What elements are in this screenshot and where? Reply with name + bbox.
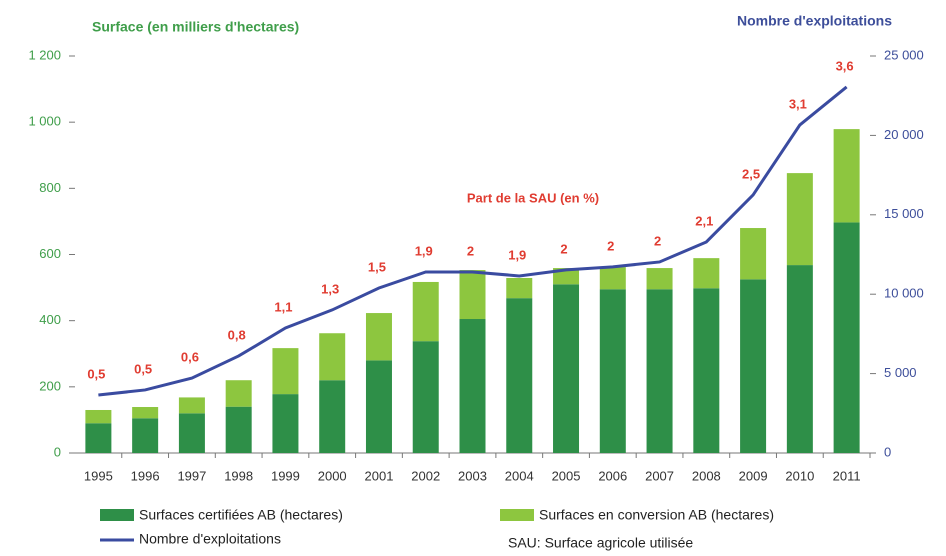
bar <box>786 173 813 266</box>
bar <box>599 289 626 453</box>
y-axis-label: Surface (en milliers d'hectares) <box>92 19 299 35</box>
y2-tick-label: 10 000 <box>884 286 924 301</box>
x-tick-label: 1999 <box>271 468 300 483</box>
legend-swatch <box>500 509 534 521</box>
bar <box>272 394 299 453</box>
bar <box>132 418 159 453</box>
data-label: 0,6 <box>181 349 199 364</box>
data-label: 2 <box>607 238 614 253</box>
bar <box>365 313 392 361</box>
data-label: 1,9 <box>508 247 526 262</box>
bar <box>319 380 346 453</box>
x-tick-label: 1995 <box>84 468 113 483</box>
x-tick-label: 2007 <box>645 468 674 483</box>
bar <box>319 333 346 381</box>
bar <box>740 279 767 453</box>
y-tick-label: 800 <box>39 180 61 195</box>
x-tick-label: 2006 <box>598 468 627 483</box>
x-tick-label: 2002 <box>411 468 440 483</box>
x-tick-label: 2000 <box>318 468 347 483</box>
bar <box>225 380 252 407</box>
bar <box>693 258 720 289</box>
y2-tick-label: 0 <box>884 444 891 459</box>
data-label: 1,9 <box>415 243 433 258</box>
bar <box>225 406 252 453</box>
y-tick-label: 600 <box>39 246 61 261</box>
x-tick-label: 2010 <box>785 468 814 483</box>
x-tick-label: 1997 <box>177 468 206 483</box>
x-tick-label: 1996 <box>131 468 160 483</box>
y2-tick-label: 5 000 <box>884 365 917 380</box>
data-label: 0,8 <box>228 327 246 342</box>
bar <box>646 289 673 453</box>
legend-swatch <box>100 509 134 521</box>
bar <box>365 360 392 453</box>
x-tick-label: 1998 <box>224 468 253 483</box>
bar <box>833 222 860 453</box>
y2-tick-label: 25 000 <box>884 47 924 62</box>
bar <box>178 397 205 414</box>
bar <box>506 298 533 453</box>
y2-tick-label: 20 000 <box>884 127 924 142</box>
y2-tick-label: 15 000 <box>884 206 924 221</box>
data-label: 1,3 <box>321 281 339 296</box>
bar <box>412 341 439 453</box>
data-label: 3,1 <box>789 96 807 111</box>
line <box>98 85 848 397</box>
x-tick-label: 2001 <box>365 468 394 483</box>
data-label: 1,1 <box>274 299 292 314</box>
bar <box>459 270 486 320</box>
x-tick-label: 2011 <box>833 468 861 483</box>
bar <box>459 319 486 453</box>
bar <box>833 129 860 223</box>
data-label: 1,5 <box>368 259 386 274</box>
y-tick-label: 0 <box>54 444 61 459</box>
y-tick-label: 1 000 <box>28 114 61 129</box>
legend-label: Surfaces en conversion AB (hectares) <box>539 507 774 523</box>
x-tick-label: 2009 <box>739 468 768 483</box>
bar <box>132 407 159 419</box>
bar <box>178 413 205 453</box>
data-label: 2 <box>560 241 567 256</box>
legend-label: Surfaces certifiées AB (hectares) <box>139 507 343 523</box>
data-label: 0,5 <box>134 361 152 376</box>
data-label: 0,5 <box>87 366 105 381</box>
x-tick-label: 2003 <box>458 468 487 483</box>
data-label: 2 <box>467 243 474 258</box>
x-tick-label: 2005 <box>552 468 581 483</box>
x-tick-label: 2008 <box>692 468 721 483</box>
data-label: 2,5 <box>742 166 760 181</box>
data-label: 2,1 <box>695 213 713 228</box>
bar <box>272 348 299 395</box>
legend-label: Nombre d'exploitations <box>139 531 281 547</box>
y2-axis-label: Nombre d'exploitations <box>737 13 892 29</box>
bar <box>506 277 533 299</box>
bar <box>412 281 439 342</box>
bar <box>740 228 767 280</box>
x-tick-label: 2004 <box>505 468 534 483</box>
legend: Surfaces certifiées AB (hectares) Surfac… <box>100 507 774 551</box>
y-tick-label: 1 200 <box>28 47 61 62</box>
bar <box>786 265 813 453</box>
bar <box>85 423 112 453</box>
data-label: 3,6 <box>836 58 854 73</box>
y-tick-label: 400 <box>39 312 61 327</box>
bar <box>85 409 112 424</box>
data-label: 2 <box>654 233 661 248</box>
y-tick-label: 200 <box>39 378 61 393</box>
bar <box>599 267 626 290</box>
bar <box>646 268 673 290</box>
annotation: Part de la SAU (en %) <box>467 190 599 205</box>
bar <box>693 288 720 453</box>
note: SAU: Surface agricole utilisée <box>508 535 693 551</box>
bar <box>553 284 580 453</box>
